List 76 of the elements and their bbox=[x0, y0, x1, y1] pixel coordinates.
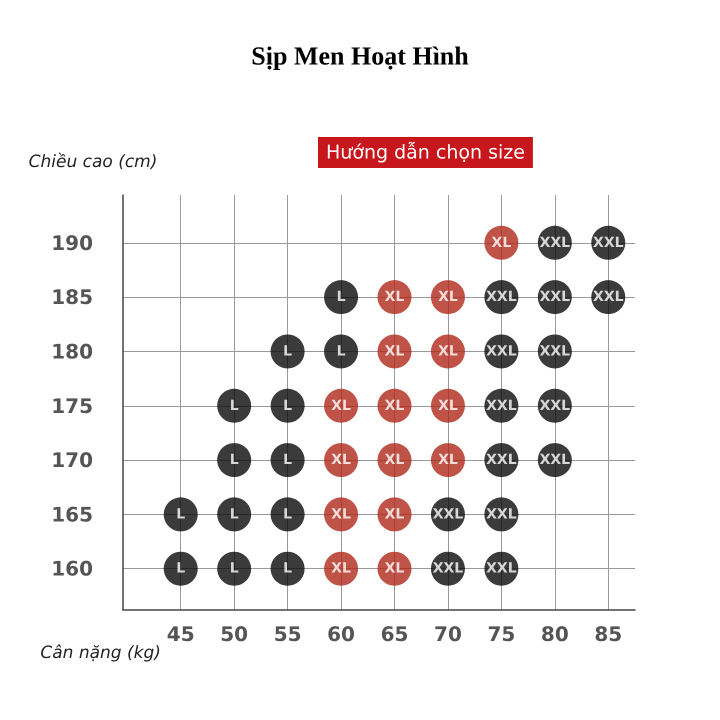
text: L bbox=[176, 560, 186, 577]
text: XXL bbox=[486, 560, 517, 577]
y-tick-label: 170 bbox=[51, 448, 93, 472]
point bbox=[164, 552, 198, 586]
text: L bbox=[283, 506, 292, 522]
point bbox=[270, 334, 305, 368]
point bbox=[270, 552, 305, 586]
text: L bbox=[283, 560, 292, 577]
text: L bbox=[336, 289, 346, 306]
text: XL bbox=[384, 506, 404, 522]
text: XXL bbox=[593, 234, 624, 251]
chart-subtitle: Hướng dẫn chọn size bbox=[326, 142, 525, 164]
x-tick-label: 50 bbox=[220, 622, 248, 646]
text: L bbox=[230, 452, 239, 468]
x-tick-label: 85 bbox=[594, 622, 622, 646]
point bbox=[324, 280, 358, 314]
point bbox=[217, 388, 252, 423]
text: XXL bbox=[540, 343, 570, 360]
series-label: XXL bbox=[486, 506, 517, 522]
text: L bbox=[230, 560, 239, 577]
point bbox=[164, 497, 198, 532]
text: L bbox=[283, 452, 292, 468]
x-tick-label: 55 bbox=[274, 622, 302, 646]
y-axis-title: Chiều cao (cm) bbox=[28, 152, 158, 172]
point bbox=[270, 443, 305, 478]
point bbox=[270, 497, 305, 532]
chart-title: Sịp Men Hoạt Hình bbox=[251, 42, 470, 70]
text: XL bbox=[492, 234, 512, 251]
text: L bbox=[336, 343, 346, 360]
text: XL bbox=[331, 398, 351, 414]
text: XL bbox=[438, 343, 458, 360]
text: XL bbox=[384, 343, 404, 360]
text: XXL bbox=[486, 398, 517, 414]
text: XXL bbox=[540, 289, 570, 306]
y-tick-label: 165 bbox=[51, 502, 93, 526]
y-tick-label: 180 bbox=[51, 339, 93, 364]
text: XL bbox=[331, 452, 351, 468]
text: L bbox=[283, 398, 292, 414]
text: XXL bbox=[540, 398, 570, 414]
text: L bbox=[230, 398, 239, 414]
text: XL bbox=[438, 398, 458, 414]
text: XL bbox=[384, 289, 404, 306]
text: XXL bbox=[432, 506, 464, 522]
text: XXL bbox=[593, 289, 624, 306]
y-tick-label: 190 bbox=[51, 230, 93, 255]
point bbox=[270, 388, 305, 423]
point bbox=[217, 497, 252, 532]
x-tick-label: 80 bbox=[540, 622, 569, 646]
text: XL bbox=[384, 452, 404, 468]
y-tick-label: 185 bbox=[51, 285, 93, 310]
text: XL bbox=[384, 560, 404, 577]
y-tick-label: 160 bbox=[51, 556, 93, 581]
text: XXL bbox=[432, 560, 464, 577]
x-tick-label: 45 bbox=[166, 622, 195, 646]
text: XL bbox=[331, 506, 351, 522]
x-axis-title: Cân nặng (kg) bbox=[40, 643, 161, 663]
x-tick-label: 65 bbox=[380, 622, 408, 646]
series-label: XL bbox=[438, 289, 458, 306]
series-label: L bbox=[283, 343, 292, 360]
text: XXL bbox=[540, 234, 570, 251]
text: XL bbox=[331, 560, 351, 577]
text: XXL bbox=[486, 289, 517, 306]
text: XL bbox=[438, 452, 458, 468]
text: XXL bbox=[486, 343, 517, 360]
y-tick-label: 175 bbox=[51, 394, 93, 418]
point bbox=[217, 552, 252, 586]
text: XXL bbox=[540, 452, 570, 468]
text: XL bbox=[384, 398, 404, 414]
text: L bbox=[176, 506, 186, 522]
x-tick-label: 75 bbox=[487, 622, 516, 646]
text: L bbox=[230, 506, 239, 522]
x-tick-label: 70 bbox=[434, 622, 462, 646]
x-tick-label: 60 bbox=[327, 622, 355, 646]
point bbox=[217, 443, 252, 478]
point bbox=[324, 334, 358, 368]
text: XXL bbox=[486, 452, 517, 468]
